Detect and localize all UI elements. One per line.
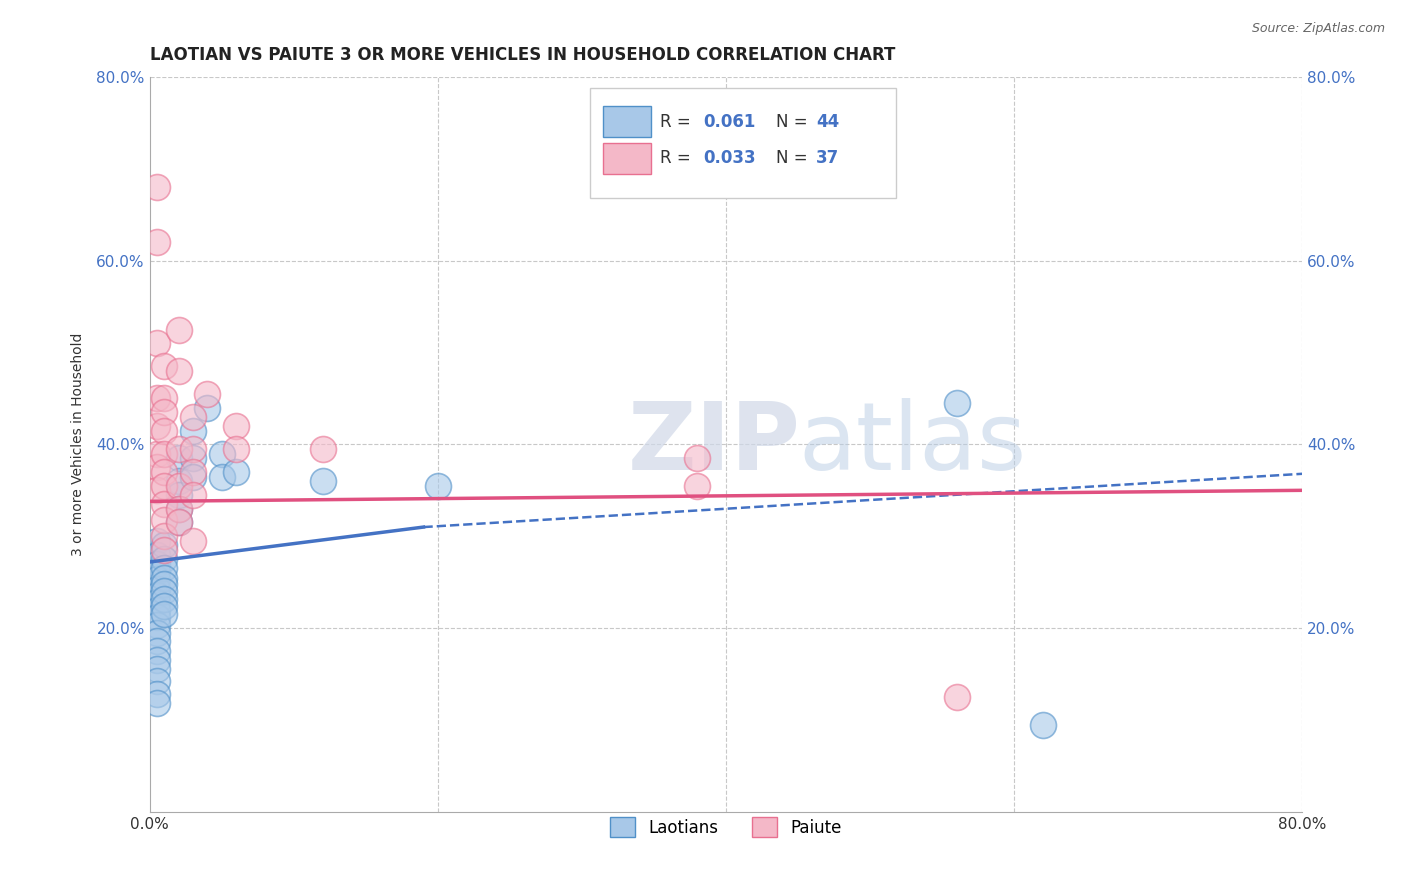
Point bbox=[195, 387, 218, 401]
Point bbox=[1032, 717, 1054, 731]
Point bbox=[146, 483, 169, 498]
Point bbox=[146, 644, 169, 658]
Point bbox=[153, 465, 176, 479]
Point bbox=[146, 557, 169, 571]
FancyBboxPatch shape bbox=[603, 143, 651, 174]
Point bbox=[167, 516, 190, 530]
Point bbox=[945, 690, 967, 704]
Point bbox=[686, 479, 709, 493]
Point bbox=[153, 561, 176, 575]
Point bbox=[146, 674, 169, 689]
Point bbox=[146, 582, 169, 596]
Point bbox=[146, 392, 169, 406]
Text: Source: ZipAtlas.com: Source: ZipAtlas.com bbox=[1251, 22, 1385, 36]
Point bbox=[153, 497, 176, 511]
Point bbox=[146, 564, 169, 578]
Point bbox=[211, 469, 233, 483]
Text: ZIP: ZIP bbox=[628, 399, 801, 491]
Point bbox=[211, 446, 233, 460]
Point bbox=[153, 529, 176, 543]
Point bbox=[146, 235, 169, 250]
Point bbox=[153, 584, 176, 599]
Point bbox=[153, 543, 176, 558]
Text: N =: N = bbox=[776, 112, 813, 131]
Point bbox=[167, 322, 190, 336]
Point bbox=[146, 336, 169, 351]
Point bbox=[146, 419, 169, 434]
Point bbox=[153, 577, 176, 591]
Point bbox=[153, 552, 176, 566]
Point bbox=[181, 424, 204, 438]
Point bbox=[426, 479, 449, 493]
Text: LAOTIAN VS PAIUTE 3 OR MORE VEHICLES IN HOUSEHOLD CORRELATION CHART: LAOTIAN VS PAIUTE 3 OR MORE VEHICLES IN … bbox=[149, 46, 896, 64]
Point bbox=[146, 663, 169, 677]
Point bbox=[146, 460, 169, 475]
Point bbox=[146, 634, 169, 648]
Point bbox=[167, 474, 190, 488]
Text: 44: 44 bbox=[815, 112, 839, 131]
Point bbox=[167, 451, 190, 466]
Point bbox=[167, 442, 190, 456]
Point bbox=[146, 603, 169, 617]
Point bbox=[311, 474, 333, 488]
Point bbox=[146, 653, 169, 667]
Point bbox=[311, 442, 333, 456]
Point bbox=[146, 595, 169, 609]
Point bbox=[153, 599, 176, 613]
FancyBboxPatch shape bbox=[603, 106, 651, 137]
Point bbox=[153, 607, 176, 622]
Point bbox=[146, 548, 169, 562]
FancyBboxPatch shape bbox=[591, 88, 896, 198]
Point bbox=[153, 513, 176, 527]
Point bbox=[153, 479, 176, 493]
Point bbox=[167, 364, 190, 378]
Point bbox=[146, 573, 169, 587]
Point bbox=[181, 442, 204, 456]
Point bbox=[686, 451, 709, 466]
Legend: Laotians, Paiute: Laotians, Paiute bbox=[603, 810, 848, 844]
Point bbox=[181, 465, 204, 479]
Point bbox=[146, 180, 169, 194]
Y-axis label: 3 or more Vehicles in Household: 3 or more Vehicles in Household bbox=[72, 333, 86, 556]
Point bbox=[167, 479, 190, 493]
Point bbox=[181, 533, 204, 548]
Point bbox=[153, 424, 176, 438]
Text: R =: R = bbox=[661, 112, 696, 131]
Point bbox=[153, 591, 176, 606]
Point bbox=[167, 516, 190, 530]
Point bbox=[146, 446, 169, 460]
Point bbox=[181, 451, 204, 466]
Point bbox=[146, 610, 169, 624]
Point bbox=[225, 442, 247, 456]
Point bbox=[146, 687, 169, 701]
Point bbox=[153, 392, 176, 406]
Point bbox=[195, 401, 218, 415]
Point bbox=[167, 501, 190, 516]
Point bbox=[153, 538, 176, 552]
Point bbox=[146, 625, 169, 640]
Point bbox=[945, 396, 967, 410]
Point bbox=[146, 588, 169, 602]
Point bbox=[146, 697, 169, 711]
Text: 0.061: 0.061 bbox=[703, 112, 755, 131]
Text: R =: R = bbox=[661, 150, 696, 168]
Text: 37: 37 bbox=[815, 150, 839, 168]
Point bbox=[153, 571, 176, 585]
Point bbox=[181, 409, 204, 424]
Point bbox=[153, 359, 176, 374]
Point bbox=[167, 488, 190, 502]
Text: atlas: atlas bbox=[799, 399, 1026, 491]
Point bbox=[153, 405, 176, 419]
Point bbox=[181, 469, 204, 483]
Point bbox=[167, 501, 190, 516]
Point bbox=[225, 465, 247, 479]
Point bbox=[146, 618, 169, 632]
Text: 0.033: 0.033 bbox=[703, 150, 755, 168]
Point bbox=[225, 419, 247, 434]
Point bbox=[181, 488, 204, 502]
Text: N =: N = bbox=[776, 150, 813, 168]
Point bbox=[153, 446, 176, 460]
Point bbox=[146, 533, 169, 548]
